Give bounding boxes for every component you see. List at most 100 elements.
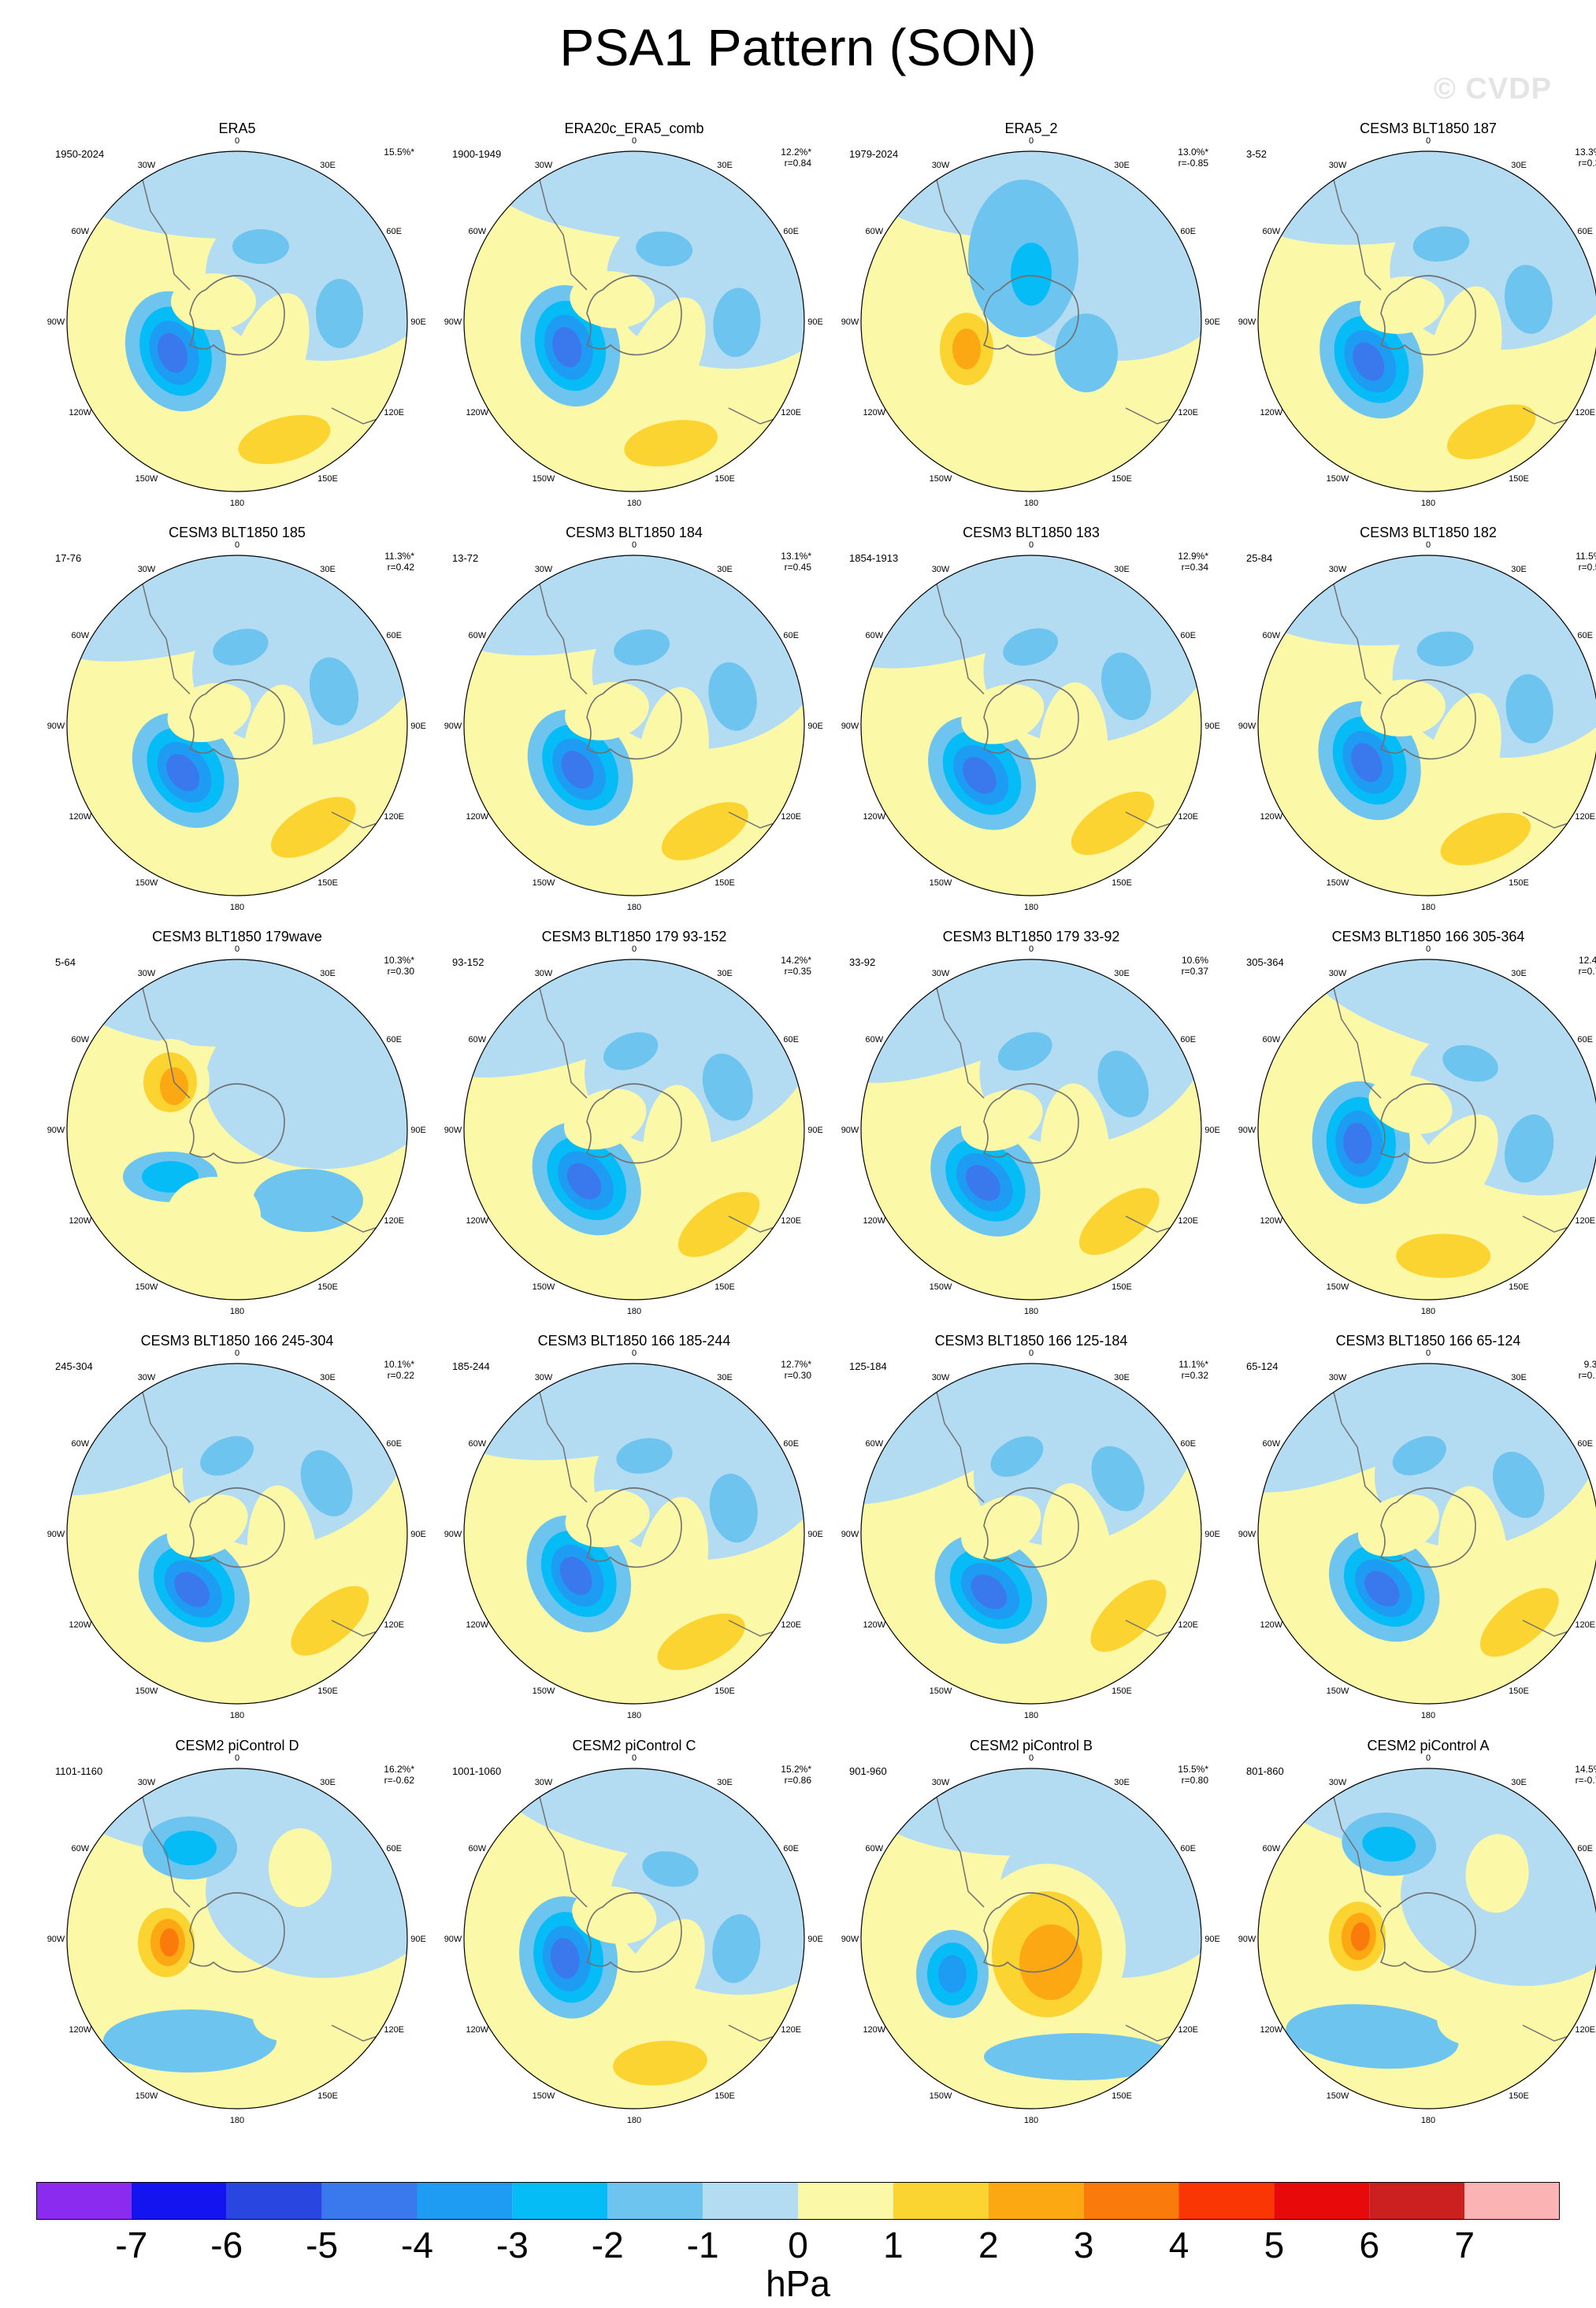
map-panel: 030E60E90E120E150E180150W120W90W60W30WCE…	[1229, 926, 1596, 1330]
panel-years: 1979-2024	[849, 148, 899, 160]
anomaly-contour	[270, 796, 356, 858]
colorbar-tick: 3	[1073, 2225, 1094, 2265]
map-panel: 030E60E90E120E150E180150W120W90W60W30WCE…	[1229, 522, 1596, 926]
anomaly-contour	[1090, 1579, 1167, 1653]
longitude-label: 60W	[866, 227, 884, 236]
map-border	[1257, 150, 1596, 492]
map-border	[463, 150, 805, 492]
panel-years: 1854-1913	[849, 552, 899, 564]
anomaly-contour	[160, 1928, 179, 1957]
longitude-label: 60W	[72, 1439, 90, 1449]
panel-stats: 12.2%* r=0.84	[781, 147, 811, 169]
longitude-label: 0	[632, 540, 637, 550]
longitude-label: 0	[632, 1349, 637, 1358]
colorbar-swatch	[226, 2182, 322, 2220]
anomaly-contour	[1003, 628, 1059, 666]
antarctica-coastline	[585, 1892, 682, 1973]
longitude-label: 30W	[138, 969, 156, 978]
anomaly-contour	[72, 151, 387, 239]
anomaly-contour	[1258, 1364, 1511, 1493]
longitude-label: 90W	[47, 317, 65, 327]
longitude-label: 90W	[841, 1530, 859, 1539]
colorbar-swatch	[36, 2182, 132, 2220]
longitude-label: 120W	[69, 408, 91, 417]
panel-title: CESM3 BLT1850 183	[963, 525, 1100, 540]
polar-map: 0 30E 60E 90E 120E 150E 180 150W 120W 90W 60W 30W	[47, 944, 426, 1316]
pattern-correlation: r=0.80	[1181, 1775, 1208, 1786]
longitude-label: 60W	[866, 631, 884, 640]
longitude-label: 30E	[717, 565, 733, 574]
longitude-label: 120W	[863, 1620, 885, 1630]
colorbar-tick: 1	[883, 2225, 904, 2265]
continent-outline	[539, 583, 588, 695]
longitude-label: 30E	[1114, 969, 1130, 978]
continent-outline	[936, 583, 985, 695]
anomaly-contour	[565, 1489, 650, 1548]
longitude-label: 120E	[384, 1620, 404, 1630]
pattern-correlation: r=0.35	[784, 966, 811, 977]
anomaly-contour	[228, 293, 310, 429]
longitude-label: 30W	[932, 1778, 950, 1787]
anomaly-contour	[866, 1768, 1181, 1856]
longitude-label: 0	[235, 1349, 239, 1358]
anomaly-contour	[1392, 1436, 1446, 1475]
longitude-label: 0	[632, 944, 637, 954]
map-panel: 030E60E90E120E150E180150W120W90W60W30WCE…	[1229, 1330, 1596, 1734]
longitude-label: 30W	[1329, 565, 1347, 574]
longitude-label: 0	[235, 1753, 239, 1763]
longitude-label: 150W	[1327, 474, 1349, 484]
longitude-label: 150W	[135, 1686, 158, 1696]
longitude-label: 90W	[841, 317, 859, 327]
longitude-label: 30W	[932, 161, 950, 170]
longitude-label: 180	[1421, 2116, 1435, 2125]
longitude-label: 60E	[1180, 227, 1196, 236]
anomaly-contour	[174, 1571, 210, 1608]
colorbar-swatch	[798, 2182, 893, 2220]
variance-explained: 10.1%*	[384, 1359, 414, 1370]
anomaly-contour	[938, 1955, 967, 1993]
anomaly-contour	[1505, 1114, 1554, 1183]
longitude-label: 150W	[135, 1282, 158, 1292]
longitude-label: 30E	[1114, 161, 1130, 170]
anomaly-contour	[1100, 652, 1152, 721]
longitude-label: 120W	[1260, 1216, 1282, 1226]
longitude-label: 60E	[386, 631, 402, 640]
panel-title: CESM3 BLT1850 166 305-364	[1331, 929, 1525, 944]
colorbar-swatch	[893, 2182, 989, 2220]
anomaly-contour	[157, 332, 188, 373]
longitude-label: 90E	[410, 1530, 426, 1539]
polar-map: 0 30E 60E 90E 120E 150E 180 150W 120W 90W 60W 30W	[47, 1753, 426, 2125]
colorbar-swatch	[1083, 2182, 1179, 2220]
panel-years: 1001-1060	[452, 1765, 502, 1777]
anomaly-contour	[213, 629, 269, 666]
anomaly-contour	[572, 1886, 657, 1944]
longitude-label: 30E	[320, 161, 336, 170]
colorbar-tick: -5	[306, 2225, 339, 2265]
panel-years: 13-72	[452, 552, 479, 564]
longitude-label: 90W	[444, 317, 462, 327]
longitude-label: 120W	[466, 408, 488, 417]
anomaly-contour	[702, 1053, 753, 1121]
panel-years: 3-52	[1246, 148, 1268, 160]
longitude-label: 30E	[1511, 1778, 1527, 1787]
panel-years: 1950-2024	[55, 148, 105, 160]
polar-map: 0 30E 60E 90E 120E 150E 180 150W 120W 90W 60W 30W	[47, 136, 426, 508]
longitude-label: 0	[1029, 944, 1034, 954]
colorbar-swatch	[988, 2182, 1084, 2220]
panel-years: 1101-1160	[55, 1765, 103, 1777]
longitude-label: 150W	[930, 1686, 952, 1696]
longitude-label: 120E	[1575, 1216, 1595, 1226]
variance-explained: 13.3%*	[1575, 147, 1596, 158]
longitude-label: 180	[230, 1307, 244, 1316]
longitude-label: 120E	[781, 1216, 801, 1226]
longitude-label: 0	[1029, 1349, 1034, 1358]
map-border	[463, 555, 805, 896]
map-border	[463, 1768, 805, 2109]
longitude-label: 150W	[135, 878, 158, 888]
colorbar-tick: 5	[1264, 2225, 1285, 2265]
map-border	[66, 1363, 408, 1705]
antarctica-coastline	[982, 1487, 1079, 1568]
map-panel: 030E60E90E120E150E180150W120W90W60W30WCE…	[1229, 1735, 1596, 2139]
